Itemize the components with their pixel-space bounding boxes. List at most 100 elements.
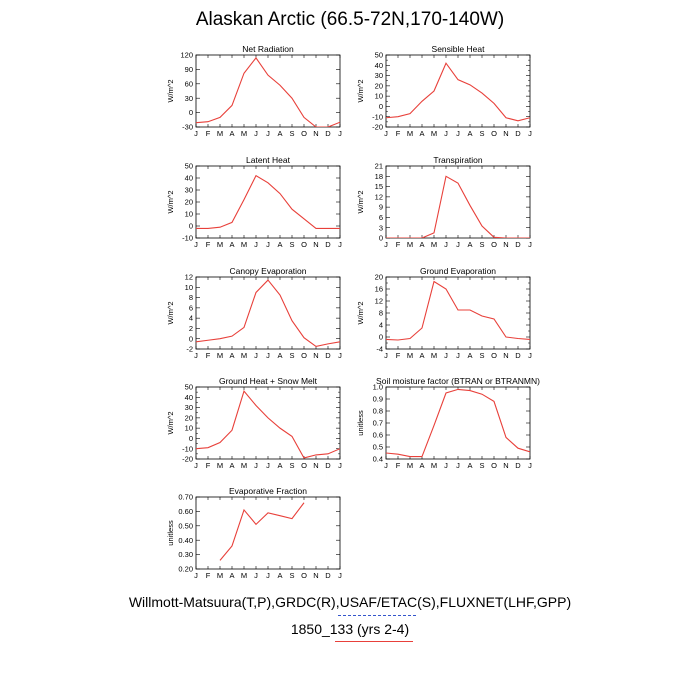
y-tick-label: 0.4: [373, 455, 383, 464]
y-tick-label: 10: [185, 283, 193, 292]
y-tick-label: 6: [189, 303, 193, 312]
panel-title: Evaporative Fraction: [229, 486, 307, 496]
x-tick-label: M: [407, 461, 413, 470]
y-tick-label: -2: [186, 345, 193, 354]
y-tick-label: 0: [189, 108, 193, 117]
y-tick-label: 90: [185, 65, 193, 74]
plot-frame: [385, 276, 531, 350]
x-tick-label: S: [289, 351, 294, 360]
x-tick-label: N: [313, 351, 318, 360]
x-tick-label: J: [266, 351, 270, 360]
x-tick-label: M: [431, 129, 437, 138]
panel-title: Sensible Heat: [432, 44, 486, 54]
x-tick-label: N: [503, 461, 508, 470]
x-tick-label: J: [338, 461, 342, 470]
y-tick-label: 0: [379, 234, 383, 243]
x-tick-label: J: [194, 571, 198, 580]
y-tick-label: 4: [189, 314, 193, 323]
legend-solid-line: [335, 641, 413, 642]
x-tick-label: M: [407, 351, 413, 360]
x-tick-label: A: [467, 351, 472, 360]
x-tick-label: A: [229, 461, 234, 470]
y-tick-label: 30: [185, 403, 193, 412]
x-tick-label: A: [277, 240, 282, 249]
x-tick-label: J: [444, 240, 448, 249]
x-tick-label: A: [277, 571, 282, 580]
y-tick-label: 0.8: [373, 407, 383, 416]
x-tick-label: J: [528, 351, 532, 360]
x-tick-label: O: [491, 240, 497, 249]
y-tick-label: 10: [185, 424, 193, 433]
x-tick-label: A: [229, 571, 234, 580]
y-tick-label: 18: [375, 172, 383, 181]
series-line: [386, 175, 530, 238]
x-tick-label: J: [194, 461, 198, 470]
y-tick-label: 0.60: [178, 507, 193, 516]
x-tick-label: F: [206, 240, 211, 249]
x-tick-label: N: [313, 240, 318, 249]
x-tick-label: A: [229, 351, 234, 360]
y-tick-label: 30: [375, 71, 383, 80]
x-tick-label: M: [217, 351, 223, 360]
x-tick-label: D: [515, 351, 521, 360]
x-tick-label: A: [467, 240, 472, 249]
y-axis-label: unitless: [356, 410, 365, 436]
x-tick-label: F: [206, 129, 211, 138]
x-tick-label: M: [431, 461, 437, 470]
y-tick-label: 40: [185, 174, 193, 183]
x-tick-label: J: [338, 351, 342, 360]
x-tick-label: F: [396, 129, 401, 138]
x-tick-label: M: [241, 351, 247, 360]
y-tick-label: 15: [375, 182, 383, 191]
x-tick-label: A: [277, 129, 282, 138]
x-tick-label: M: [241, 129, 247, 138]
x-tick-label: O: [301, 351, 307, 360]
y-tick-label: 30: [185, 186, 193, 195]
x-tick-label: O: [301, 461, 307, 470]
x-tick-label: J: [254, 129, 258, 138]
y-tick-label: 0: [189, 222, 193, 231]
series-line: [386, 62, 530, 122]
x-tick-label: O: [491, 129, 497, 138]
x-tick-label: M: [431, 351, 437, 360]
x-tick-label: F: [396, 240, 401, 249]
x-tick-label: J: [338, 240, 342, 249]
x-tick-label: J: [194, 240, 198, 249]
y-tick-label: 0.20: [178, 565, 193, 574]
y-tick-label: 12: [375, 297, 383, 306]
x-tick-label: N: [313, 571, 318, 580]
y-tick-label: 40: [185, 393, 193, 402]
y-tick-label: -4: [376, 345, 383, 354]
x-tick-label: J: [444, 351, 448, 360]
panel-title: Soil moisture factor (BTRAN or BTRANMN): [376, 376, 540, 386]
x-tick-label: D: [325, 461, 331, 470]
y-axis-label: W/m^2: [356, 190, 365, 213]
x-tick-label: N: [503, 240, 508, 249]
x-tick-label: M: [241, 571, 247, 580]
x-tick-label: O: [491, 461, 497, 470]
x-tick-label: J: [338, 571, 342, 580]
x-tick-label: J: [254, 351, 258, 360]
footer-case: 1850_133 (yrs 2-4): [290, 621, 410, 637]
y-tick-label: -20: [182, 455, 193, 464]
y-tick-label: 6: [379, 213, 383, 222]
y-tick-label: -20: [372, 123, 383, 132]
x-tick-label: J: [444, 129, 448, 138]
x-tick-label: F: [396, 461, 401, 470]
panel-title: Ground Heat + Snow Melt: [219, 376, 318, 386]
series-line: [386, 388, 530, 458]
x-tick-label: J: [456, 461, 460, 470]
x-tick-label: D: [515, 129, 521, 138]
x-tick-label: F: [206, 351, 211, 360]
y-tick-label: 2: [189, 324, 193, 333]
x-tick-label: D: [325, 240, 331, 249]
x-tick-label: J: [338, 129, 342, 138]
y-tick-label: 12: [375, 192, 383, 201]
series-line: [196, 279, 340, 348]
x-tick-label: J: [266, 461, 270, 470]
